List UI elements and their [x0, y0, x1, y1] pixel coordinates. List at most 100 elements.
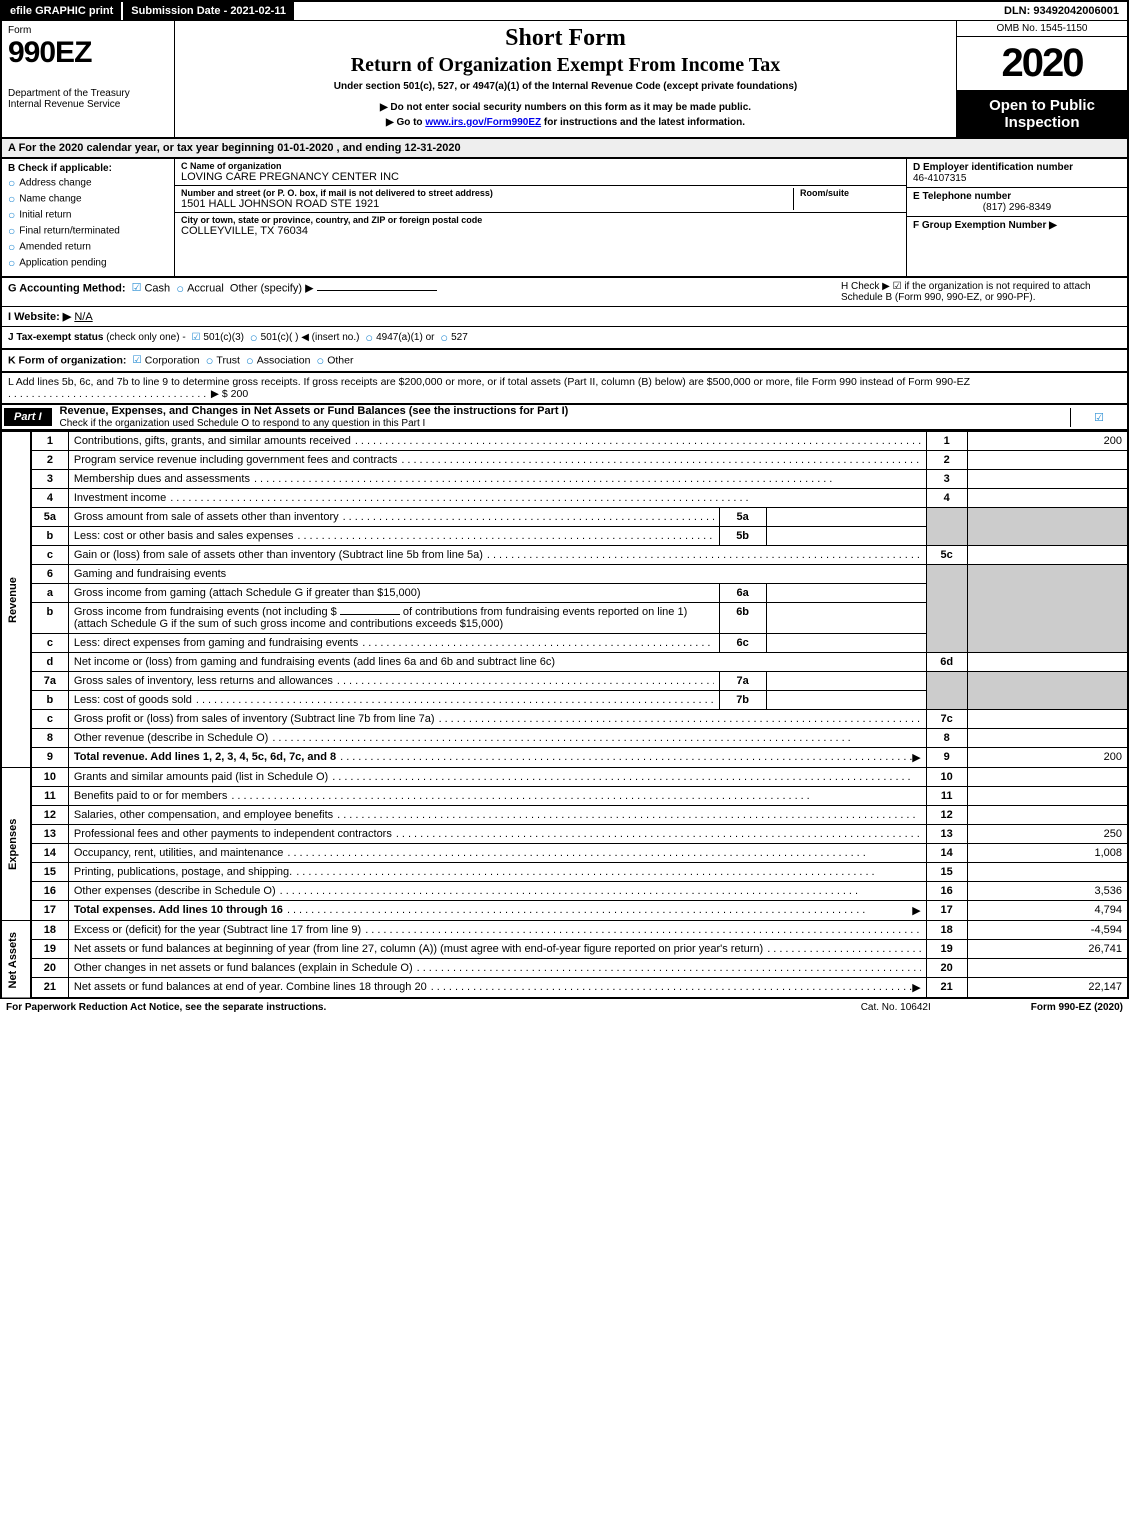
ln-18-desc: Excess or (deficit) for the year (Subtra… — [74, 924, 365, 936]
ln-7c-val — [967, 710, 1128, 729]
ln-5a-desc: Gross amount from sale of assets other t… — [74, 511, 343, 523]
ln-6a-sv — [766, 584, 926, 603]
chk-501c[interactable] — [247, 332, 261, 343]
tax-year: 2020 — [957, 37, 1127, 91]
part1-title: Revenue, Expenses, and Changes in Net As… — [60, 405, 1070, 429]
ln-2-desc: Program service revenue including govern… — [74, 454, 401, 466]
chk-other-org[interactable] — [313, 354, 327, 366]
chk-trust[interactable] — [203, 354, 217, 366]
ln-7c-desc: Gross profit or (loss) from sales of inv… — [74, 713, 439, 725]
ln-9-num: 9 — [31, 748, 68, 768]
ln-11-desc: Benefits paid to or for members — [74, 790, 231, 802]
ln-20-val — [967, 959, 1128, 978]
ln-14-num: 14 — [31, 844, 68, 863]
chk-address-change[interactable]: Address change — [8, 176, 168, 190]
title-short-form: Short Form — [183, 25, 948, 52]
org-name-value: LOVING CARE PREGNANCY CENTER INC — [181, 171, 900, 183]
phone-label: E Telephone number — [913, 191, 1011, 202]
j-note: (check only one) - — [106, 332, 185, 343]
row-a-tax-year: A For the 2020 calendar year, or tax yea… — [0, 139, 1129, 159]
section-netassets-label: Net Assets — [1, 921, 31, 999]
row-j: J Tax-exempt status (check only one) - 5… — [2, 327, 1127, 348]
ln-1-num: 1 — [31, 432, 68, 451]
chk-application-pending[interactable]: Application pending — [8, 256, 168, 270]
dln-label: DLN: 93492042006001 — [996, 2, 1127, 20]
ln-19-num: 19 — [31, 940, 68, 959]
ein-cell: D Employer identification number 46-4107… — [907, 159, 1127, 188]
ln-6-num: 6 — [31, 565, 68, 584]
ln-6a-sn: 6a — [719, 584, 766, 603]
row-h: H Check ▶ ☑ if the organization is not r… — [831, 281, 1121, 303]
ln-19-desc: Net assets or fund balances at beginning… — [74, 943, 767, 955]
ln-8-desc: Other revenue (describe in Schedule O) — [74, 732, 272, 744]
open-to-public: Open to Public Inspection — [957, 91, 1127, 137]
chk-association[interactable] — [243, 354, 257, 366]
ln-20-rn: 20 — [926, 959, 967, 978]
street-label: Number and street (or P. O. box, if mail… — [181, 188, 787, 198]
row-g: G Accounting Method: Cash Accrual Other … — [8, 281, 831, 303]
group-exemption-cell: F Group Exemption Number ▶ — [907, 217, 1127, 276]
ln-12-rn: 12 — [926, 806, 967, 825]
ln-13-desc: Professional fees and other payments to … — [74, 828, 396, 840]
l-text: L Add lines 5b, 6c, and 7b to line 9 to … — [8, 376, 970, 388]
ln-6d-desc: Net income or (loss) from gaming and fun… — [68, 653, 926, 672]
irs-link[interactable]: www.irs.gov/Form990EZ — [425, 117, 541, 128]
ln-6a-desc: Gross income from gaming (attach Schedul… — [68, 584, 719, 603]
address-row: Number and street (or P. O. box, if mail… — [175, 186, 906, 213]
chk-corporation[interactable] — [129, 354, 144, 366]
chk-schedule-o[interactable] — [1091, 412, 1107, 424]
subtitle-link-row: ▶ Go to www.irs.gov/Form990EZ for instru… — [183, 117, 948, 128]
lines-table: Revenue 1 Contributions, gifts, grants, … — [0, 431, 1129, 999]
ln-17-desc: Total expenses. Add lines 10 through 16 — [74, 904, 287, 917]
efile-label[interactable]: efile GRAPHIC print — [2, 2, 121, 20]
header-right: OMB No. 1545-1150 2020 Open to Public In… — [956, 21, 1127, 137]
section-b: B Check if applicable: Address change Na… — [2, 159, 175, 276]
ln-5b-sv — [766, 527, 926, 546]
ln-6b-sv — [766, 603, 926, 634]
ln-7a-desc: Gross sales of inventory, less returns a… — [74, 675, 337, 687]
street-value: 1501 HALL JOHNSON ROAD STE 1921 — [181, 198, 787, 210]
ln-6c-desc: Less: direct expenses from gaming and fu… — [74, 637, 362, 649]
misc-block: G Accounting Method: Cash Accrual Other … — [0, 278, 1129, 350]
row-l: L Add lines 5b, 6c, and 7b to line 9 to … — [0, 373, 1129, 405]
ln-2-rn: 2 — [926, 451, 967, 470]
chk-accrual[interactable] — [173, 282, 187, 294]
ln-4-num: 4 — [31, 489, 68, 508]
chk-final-return[interactable]: Final return/terminated — [8, 224, 168, 238]
ln-7c-rn: 7c — [926, 710, 967, 729]
ln-6b-input[interactable] — [340, 614, 400, 615]
goto-post: for instructions and the latest informat… — [541, 117, 745, 128]
chk-initial-return[interactable]: Initial return — [8, 208, 168, 222]
section-expenses-label: Expenses — [1, 768, 31, 921]
chk-cash[interactable] — [129, 282, 145, 294]
ln-14-val: 1,008 — [967, 844, 1128, 863]
chk-name-change[interactable]: Name change — [8, 192, 168, 206]
ln-6-shaded — [926, 565, 967, 653]
ln-6d-val — [967, 653, 1128, 672]
entity-block: B Check if applicable: Address change Na… — [0, 159, 1129, 278]
ln-5a-num: 5a — [31, 508, 68, 527]
ln-5b-sn: 5b — [719, 527, 766, 546]
ln-7b-sn: 7b — [719, 691, 766, 710]
ln-5b-desc: Less: cost or other basis and sales expe… — [74, 530, 298, 542]
g-other-input[interactable] — [317, 290, 437, 291]
chk-501c3[interactable] — [188, 332, 203, 343]
arrow-icon: ▶ — [912, 751, 920, 764]
ein-value: 46-4107315 — [913, 173, 966, 184]
chk-4947a1[interactable] — [362, 332, 376, 343]
ln-6-desc: Gaming and fundraising events — [68, 565, 926, 584]
ln-4-val — [967, 489, 1128, 508]
ln-2-val — [967, 451, 1128, 470]
row-k: K Form of organization: Corporation Trus… — [0, 350, 1129, 373]
ln-1-val: 200 — [967, 432, 1128, 451]
ln-9-rn: 9 — [926, 748, 967, 768]
ln-18-val: -4,594 — [967, 921, 1128, 940]
ln-7b-desc: Less: cost of goods sold — [74, 694, 196, 706]
ln-6b-desc: Gross income from fundraising events (no… — [68, 603, 719, 634]
chk-527[interactable] — [437, 332, 451, 343]
subtitle-section: Under section 501(c), 527, or 4947(a)(1)… — [183, 81, 948, 92]
footer-right: Form 990-EZ (2020) — [1031, 1002, 1123, 1013]
room-label: Room/suite — [800, 188, 900, 198]
omb-number: OMB No. 1545-1150 — [957, 21, 1127, 37]
chk-amended-return[interactable]: Amended return — [8, 240, 168, 254]
